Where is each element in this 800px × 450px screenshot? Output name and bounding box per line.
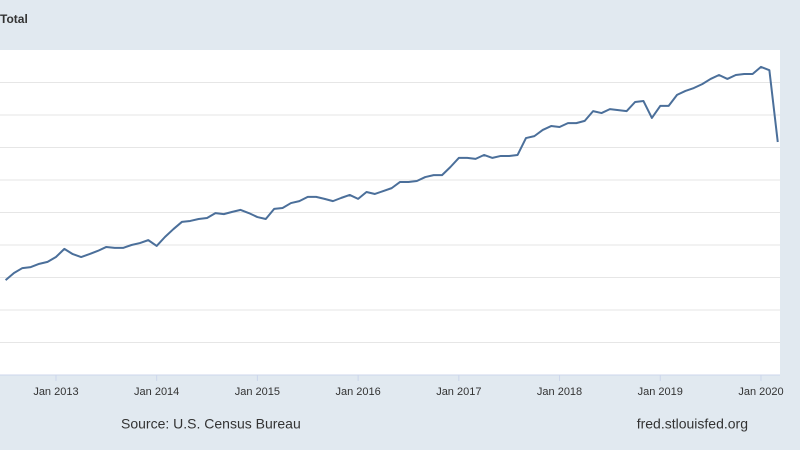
chart-title: Total	[0, 12, 28, 26]
site: fred.stlouisfed.org	[637, 416, 748, 432]
x-tick-label: Jan 2017	[436, 386, 481, 398]
x-tick-label: Jan 2019	[638, 386, 683, 398]
x-tick-label: Jan 2014	[134, 386, 179, 398]
data-line	[4, 65, 779, 281]
x-tick-label: Jan 2016	[335, 386, 380, 398]
x-tick-label: Jan 2020	[738, 386, 783, 398]
source: Source: U.S. Census Bureau	[121, 416, 301, 432]
x-tick-label: Jan 2018	[537, 386, 582, 398]
x-tick-label: Jan 2013	[33, 386, 78, 398]
x-tick-label: Jan 2015	[235, 386, 280, 398]
